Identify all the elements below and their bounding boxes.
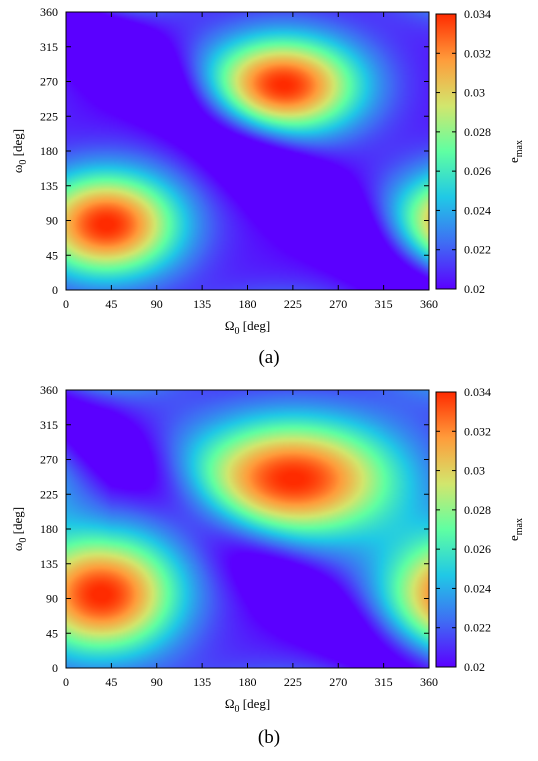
x-tick-label: 360 <box>420 675 438 689</box>
colorbar-tick-label: 0.034 <box>464 385 491 399</box>
x-tick-label: 315 <box>375 675 393 689</box>
colorbar-tick-label: 0.028 <box>464 503 491 517</box>
x-tick-label: 0 <box>63 675 69 689</box>
colorbar-tick-label: 0.024 <box>464 203 491 217</box>
heatmap-raster <box>66 390 429 668</box>
colorbar-tick-label: 0.03 <box>464 464 485 478</box>
colorbar-tick-label: 0.022 <box>464 243 491 257</box>
x-tick-label: 90 <box>151 297 163 311</box>
y-axis-label: ω0 [deg] <box>10 507 29 551</box>
colorbar-tick-label: 0.032 <box>464 424 491 438</box>
heatmap-chart-b: 0 45 90 135 180 225 270 315 360 0 45 90 135 180 225 270… <box>10 383 525 715</box>
y-axis-label: ω0 [deg] <box>10 129 29 173</box>
x-axis-label: Ω0 [deg] <box>225 318 270 337</box>
y-tick-label: 270 <box>40 75 58 89</box>
x-tick-label: 180 <box>239 297 257 311</box>
y-tick-label: 360 <box>40 5 58 19</box>
colorbar-tick-label: 0.032 <box>464 46 491 60</box>
colorbar-tick-label: 0.028 <box>464 125 491 139</box>
colorbar-tick-label: 0.026 <box>464 164 491 178</box>
colorbar-tick-label: 0.02 <box>464 660 485 674</box>
y-tick-label: 270 <box>40 453 58 467</box>
y-tick-label: 315 <box>40 40 58 54</box>
y-tick-label: 315 <box>40 418 58 432</box>
y-tick-label: 180 <box>40 522 58 536</box>
y-tick-label: 135 <box>40 179 58 193</box>
y-tick-label: 225 <box>40 109 58 123</box>
colorbar-tick-label: 0.02 <box>464 282 485 296</box>
x-tick-label: 135 <box>193 297 211 311</box>
heatmap-raster <box>66 12 429 290</box>
x-tick-label: 0 <box>63 297 69 311</box>
y-tick-label: 360 <box>40 383 58 397</box>
x-tick-label: 225 <box>284 675 302 689</box>
colorbar <box>435 13 457 290</box>
y-tick-label: 90 <box>46 214 58 228</box>
colorbar-tick-label: 0.03 <box>464 86 485 100</box>
heatmap-panel-b: 0 45 90 135 180 225 270 315 360 0 45 90 135 180 225 270… <box>0 378 538 756</box>
colorbar-tick-label: 0.026 <box>464 542 491 556</box>
y-tick-label: 135 <box>40 557 58 571</box>
x-tick-label: 90 <box>151 675 163 689</box>
colorbar-tick-label: 0.034 <box>464 7 491 21</box>
y-tick-label: 0 <box>52 661 58 675</box>
x-tick-label: 135 <box>193 675 211 689</box>
x-tick-label: 225 <box>284 297 302 311</box>
heatmap-chart-a: 0 45 90 135 180 225 270 315 360 0 45 90 135 180 225 270… <box>10 5 525 337</box>
colorbar <box>435 391 457 668</box>
x-tick-label: 270 <box>329 297 347 311</box>
y-tick-label: 225 <box>40 487 58 501</box>
caption-b: (b) <box>257 727 281 748</box>
caption-a: (a) <box>258 347 280 368</box>
heatmap-panel-a: 0 45 90 135 180 225 270 315 360 0 45 90 135 180 225 270… <box>0 0 538 378</box>
colorbar-label: emax <box>506 140 525 163</box>
colorbar-label: emax <box>506 518 525 541</box>
colorbar-tick-label: 0.022 <box>464 621 491 635</box>
x-tick-label: 45 <box>105 675 117 689</box>
x-tick-label: 360 <box>420 297 438 311</box>
y-tick-label: 0 <box>52 283 58 297</box>
x-axis-label: Ω0 [deg] <box>225 696 270 715</box>
y-tick-label: 90 <box>46 592 58 606</box>
x-tick-label: 315 <box>375 297 393 311</box>
x-tick-label: 270 <box>329 675 347 689</box>
y-tick-label: 45 <box>46 248 58 262</box>
x-tick-label: 180 <box>239 675 257 689</box>
y-tick-label: 45 <box>46 626 58 640</box>
colorbar-tick-label: 0.024 <box>464 581 491 595</box>
y-tick-label: 180 <box>40 144 58 158</box>
x-tick-label: 45 <box>105 297 117 311</box>
